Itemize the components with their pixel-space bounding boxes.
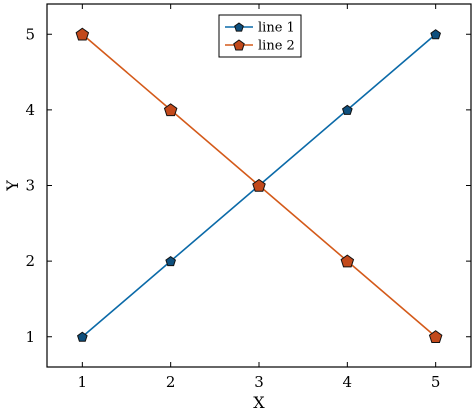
legend-label-2: line 2 <box>258 39 295 54</box>
series-1-point <box>430 29 442 40</box>
legend-marker-2 <box>233 39 245 51</box>
x-tick-label: 2 <box>166 373 176 391</box>
series-2-point <box>340 254 355 268</box>
x-axis-label: X <box>253 393 265 412</box>
x-tick-label: 3 <box>254 373 264 391</box>
y-tick-label: 3 <box>25 177 35 195</box>
legend-box <box>218 14 302 58</box>
x-tick-label: 1 <box>78 373 88 391</box>
series-2-point <box>75 27 90 41</box>
series-2-point <box>428 330 443 344</box>
series-2-point <box>252 178 266 192</box>
legend: line 1 line 2 <box>218 14 302 58</box>
series-1-point <box>76 331 88 342</box>
y-axis-label: Y <box>3 180 22 192</box>
plot-area: 1 2 3 4 5 1 2 3 4 5 <box>25 3 472 391</box>
series-1-point <box>341 104 353 115</box>
x-tick-label: 5 <box>431 373 441 391</box>
y-tick-label: 5 <box>25 25 35 43</box>
series-2-point <box>163 103 178 117</box>
y-tick-label: 2 <box>25 252 35 270</box>
y-tick-label: 4 <box>25 101 35 119</box>
y-axis-ticks: 1 2 3 4 5 <box>25 25 471 346</box>
legend-label-1: line 1 <box>258 21 295 36</box>
series-layer <box>75 27 443 344</box>
x-axis-ticks: 1 2 3 4 5 <box>78 4 441 391</box>
series-1-point <box>165 256 177 267</box>
x-tick-label: 4 <box>343 373 353 391</box>
legend-marker-1 <box>234 22 244 32</box>
y-tick-label: 1 <box>25 328 35 346</box>
